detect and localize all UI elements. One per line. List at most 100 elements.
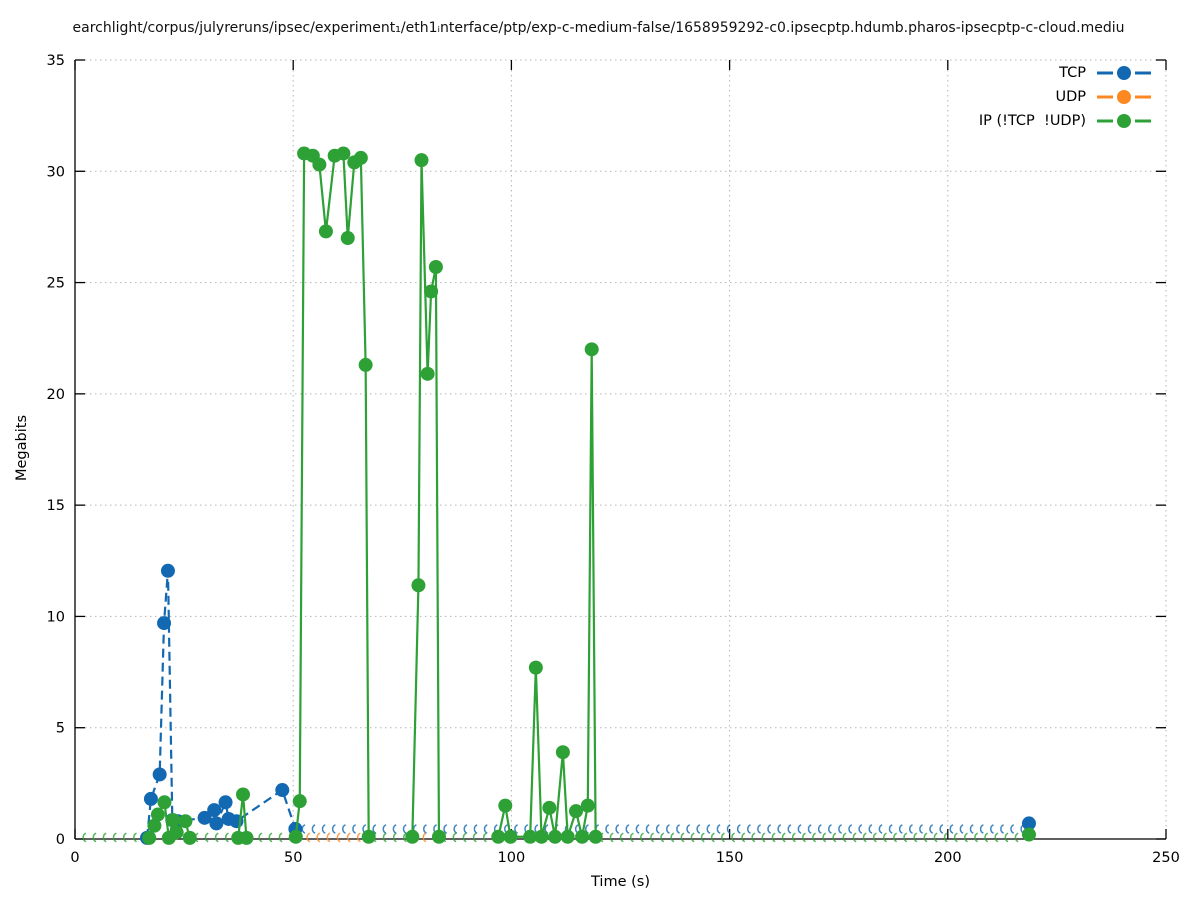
baseline-marker	[423, 824, 427, 834]
data-point	[340, 231, 355, 246]
baseline-marker	[214, 832, 219, 843]
data-point	[542, 800, 557, 815]
baseline-marker	[736, 824, 741, 834]
baseline-marker	[306, 832, 311, 843]
data-point	[588, 829, 603, 844]
baseline-marker	[802, 832, 806, 843]
baseline-marker	[342, 824, 346, 834]
baseline-marker	[122, 832, 127, 843]
data-point	[523, 829, 538, 844]
baseline-marker	[913, 832, 918, 843]
data-point	[157, 795, 172, 810]
baseline-marker	[452, 832, 457, 843]
baseline-marker	[472, 832, 477, 843]
data-point	[160, 563, 175, 578]
baseline-marker	[680, 832, 685, 843]
data-point	[236, 787, 251, 802]
baseline-marker	[629, 832, 634, 843]
baseline-marker	[382, 832, 387, 843]
data-point	[312, 157, 327, 172]
baseline-marker	[585, 824, 589, 834]
baseline-marker	[751, 832, 756, 843]
x-tick-label: 50	[284, 850, 302, 866]
baseline-marker	[112, 832, 117, 843]
legend-label-udp: UDP	[1055, 88, 1086, 105]
baseline-marker	[352, 824, 357, 834]
baseline-marker	[929, 824, 934, 834]
data-point	[405, 829, 420, 844]
data-point	[534, 829, 549, 844]
baseline-marker	[392, 832, 397, 843]
baseline-marker	[686, 824, 691, 834]
baseline-marker	[331, 824, 336, 834]
baseline-marker	[862, 832, 867, 843]
baseline-marker	[301, 824, 306, 834]
data-point	[503, 829, 518, 844]
data-point	[353, 150, 368, 165]
baseline-marker	[443, 824, 448, 834]
data-point	[498, 798, 513, 813]
baseline-marker	[666, 824, 670, 834]
baseline-marker	[797, 824, 802, 834]
baseline-marker	[706, 824, 711, 834]
data-point	[239, 830, 254, 845]
baseline-marker	[615, 824, 620, 834]
series-ip-tcp-udp-	[82, 146, 1036, 845]
data-point	[197, 810, 212, 825]
x-tick-label: 200	[934, 850, 962, 866]
legend-sample-udp-icon	[1097, 89, 1151, 104]
data-point	[491, 829, 506, 844]
data-point	[218, 795, 233, 810]
legend: TCP UDP IP (!TCP !UDP)	[979, 63, 1152, 130]
data-point	[157, 616, 172, 631]
y-tick-label: 35	[47, 53, 65, 69]
baseline-marker	[903, 832, 908, 843]
baseline-marker	[700, 832, 705, 843]
baseline-marker	[670, 832, 675, 843]
plot-border	[74, 60, 1166, 840]
baseline-marker	[650, 832, 655, 843]
y-tick-label: 0	[56, 832, 65, 848]
baseline-marker	[817, 824, 822, 834]
baseline-marker	[473, 824, 478, 834]
baseline-marker	[974, 832, 979, 843]
baseline-marker	[933, 832, 938, 843]
baseline-marker	[964, 832, 968, 843]
baseline-marker	[92, 832, 97, 843]
data-point	[336, 146, 351, 161]
data-point	[424, 284, 439, 299]
baseline-marker	[392, 824, 397, 834]
baseline-marker	[807, 824, 812, 834]
data-point	[1021, 816, 1036, 831]
baseline-marker	[777, 824, 782, 834]
data-point	[411, 578, 426, 593]
baseline-marker	[514, 824, 519, 834]
baseline-marker	[453, 824, 458, 834]
baseline-marker	[726, 824, 731, 834]
baseline-marker	[761, 832, 766, 843]
baseline-marker	[747, 824, 751, 834]
baseline-marker	[838, 824, 843, 834]
baseline-marker	[619, 832, 624, 843]
baseline-marker	[731, 832, 736, 843]
data-point	[150, 807, 165, 822]
data-point	[361, 829, 376, 844]
baseline-marker	[828, 824, 832, 834]
baseline-marker	[356, 832, 361, 843]
baseline-marker	[640, 832, 644, 843]
legend-row-tcp: TCP	[979, 63, 1152, 82]
baseline-marker	[868, 824, 873, 834]
baseline-marker	[676, 824, 681, 834]
data-point	[288, 829, 303, 844]
data-point	[142, 830, 157, 845]
baseline-marker	[224, 832, 229, 843]
baseline-marker	[645, 824, 650, 834]
baseline-marker	[268, 832, 273, 843]
baseline-marker	[336, 832, 341, 843]
baseline-marker	[852, 832, 857, 843]
baseline-marker	[990, 824, 994, 834]
data-point	[358, 357, 373, 372]
x-tick-label: 0	[70, 850, 79, 866]
data-point	[275, 783, 290, 798]
